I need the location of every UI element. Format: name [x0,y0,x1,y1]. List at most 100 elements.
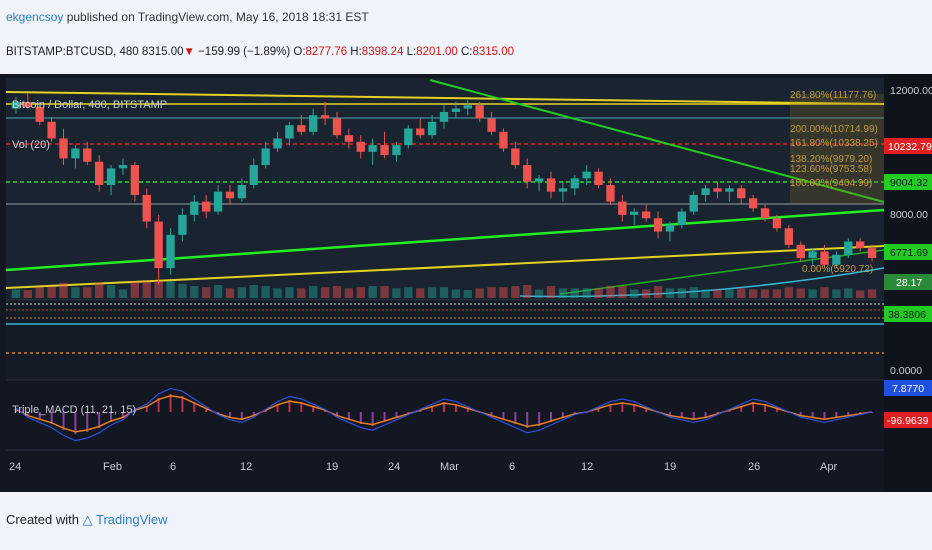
open-value: 8277.76 [305,46,348,58]
macd-bar [466,408,469,412]
volume-bar [297,288,306,298]
volume-bar [249,285,258,298]
yellow-trendline-top [5,91,885,105]
volume-bar [118,289,128,298]
macd-bar [823,412,826,420]
publisher-username[interactable]: ekgencsoy [6,10,64,24]
volume-bar [154,281,163,298]
candle-body [534,178,544,182]
candles [11,93,877,285]
volume-bar [213,285,223,298]
price-tag-green [884,174,932,190]
macd-pane [6,380,884,450]
candle-body [641,211,651,219]
open-label: O: [293,46,306,58]
volume-bar [594,288,603,298]
candle-body [618,201,627,215]
volume-bar [570,288,579,298]
candle-body [427,121,437,136]
macd-bar [573,412,576,414]
volume-bar [784,287,793,298]
price-axis-label: 38.3806 [888,309,926,321]
candle-body [677,211,686,225]
volume-bar [225,288,235,298]
candle-body [856,241,865,249]
volume-bar [142,281,151,298]
time-axis-label: 19 [664,461,676,473]
volume-bar [713,289,722,298]
candle-body [344,135,354,142]
candle-body [368,145,377,152]
time-axis-label: Mar [440,461,459,473]
macd-bar [419,410,422,412]
time-axis-label: 6 [509,461,515,473]
volume-bars [11,281,877,298]
price-axis-label: 8000.00 [890,209,928,221]
fib-label: 138.20%(9979.20) [790,154,872,165]
candle-body [665,224,675,232]
fib-label: 123.60%(9753.58) [790,164,872,175]
macd-bar [645,408,648,412]
candle-body [59,138,68,159]
macd-bar [443,402,445,412]
macd-bar [371,412,374,426]
high-value: 8398.24 [361,46,404,58]
candle-body [142,194,151,222]
candle-body [237,185,247,199]
macd-bar [514,412,517,424]
volume-bar [320,287,330,298]
candle-body [558,188,568,192]
macd-bar [347,412,350,420]
macd-bar [121,412,124,418]
candle-body [95,161,104,185]
candle-body [832,254,841,265]
low-value: 8201.00 [416,46,458,58]
tradingview-link[interactable]: TradingView [96,512,168,527]
volume-bar [273,288,282,298]
volume-bar [404,287,413,298]
candle-body [867,248,877,259]
macd-bar [62,412,65,430]
macd-bar [335,412,338,416]
high-label: H: [350,46,362,58]
candle-body [451,108,461,112]
candle-body [249,165,258,185]
candle-body [297,125,306,132]
macd-bar [193,402,196,412]
volume-bar [618,286,627,298]
volume-bar [285,287,294,298]
created-with-text: Created with [6,512,79,527]
macd-bar [859,412,862,414]
footer: Created with △ TradingView [6,512,168,528]
candle-body [653,218,663,232]
candle-body [154,221,163,269]
macd-bar [835,412,838,418]
time-axis-label: 24 [388,461,400,473]
macd-bar [752,402,755,412]
macd-bar [633,404,636,412]
macd-fast-line [15,387,873,442]
price-tag-indicator [884,306,932,322]
volume-bar [83,287,92,298]
candle-body [35,106,44,122]
macd-bar [300,402,303,412]
macd-bar [716,412,719,414]
volume-bar [796,288,805,298]
close-value: 8315.00 [472,46,515,58]
candle-body [760,208,770,219]
price-change: −159.99 (−1.89%) [198,46,291,58]
volume-bar [534,289,544,298]
volume-bar [106,285,116,298]
chart-canvas[interactable]: Bitcoin / Dollar, 480, BITSTAMP Vol (20)… [0,74,932,492]
volume-bar [309,286,318,298]
macd-bar [728,410,731,412]
volume-bar [701,289,710,298]
macd-bar [228,412,231,418]
volume-bar [368,286,377,298]
candle-body [463,105,472,109]
macd-bar [454,404,457,412]
macd-bar [799,412,802,416]
green-trendline-up [5,208,885,272]
macd-bar [276,404,279,412]
candle-body [416,128,425,136]
